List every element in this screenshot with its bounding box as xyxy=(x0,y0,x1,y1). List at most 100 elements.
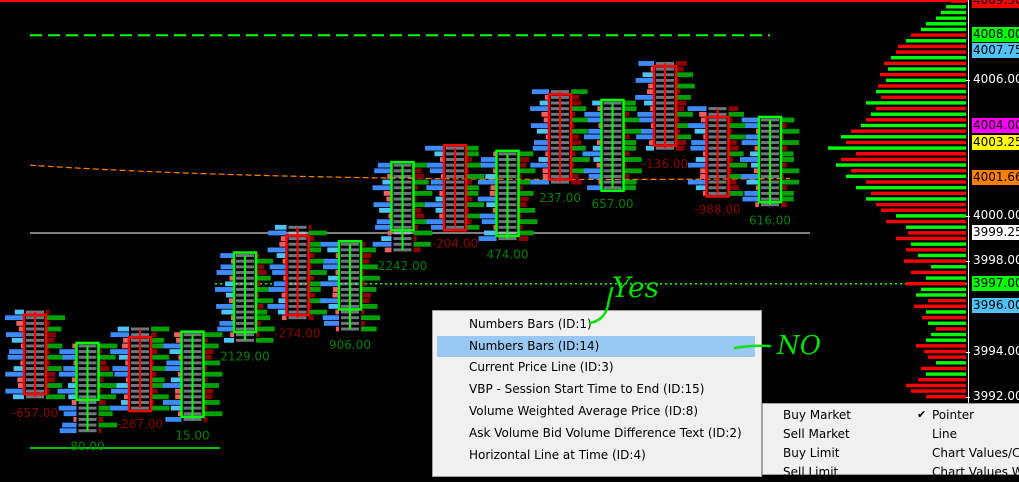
vbp-bar xyxy=(876,202,966,207)
bid-volume-bar xyxy=(381,236,392,241)
menu-item-ask-bid-diff[interactable]: Ask Volume Bid Volume Difference Text (I… xyxy=(469,426,742,440)
price-tick xyxy=(966,396,970,398)
annotation-yes: Yes xyxy=(612,271,659,304)
bid-volume-bar xyxy=(754,145,759,151)
ask-volume-bar xyxy=(413,224,419,230)
vbp-bar xyxy=(926,276,966,280)
bid-volume-bar xyxy=(597,106,602,112)
menu-item-numbers-bars-1[interactable]: Numbers Bars (ID:1) xyxy=(469,317,592,331)
menu-item-numbers-bars-14[interactable]: Numbers Bars (ID:14) xyxy=(437,336,755,357)
bid-volume-bar xyxy=(276,253,287,258)
bid-volume-bar xyxy=(742,196,759,202)
ask-volume-bar xyxy=(308,247,322,253)
footprint-chart[interactable]: -657.00 80.00 -287.00 15.00 2129.00 -274.00 90… xyxy=(0,0,1019,469)
delta-label: -136.00 xyxy=(642,157,688,171)
bid-volume-bar xyxy=(13,366,24,371)
bid-volume-bar xyxy=(493,224,497,230)
vbp-bar xyxy=(841,157,966,162)
bid-volume-bar xyxy=(110,405,129,411)
ask-volume-bar xyxy=(361,292,371,298)
bid-volume-bar xyxy=(112,366,129,371)
menu-item-pointer[interactable]: ✔ Pointer xyxy=(917,405,974,425)
menu-item-chart-values-cross[interactable]: Chart Values/Cro xyxy=(932,446,1019,460)
bid-volume-bar xyxy=(637,111,654,117)
delta-label: 657.00 xyxy=(592,197,634,211)
delta-label: 237.00 xyxy=(539,191,581,205)
price-marker-label: 4007.75 xyxy=(972,43,1019,59)
bid-volume-bar xyxy=(687,162,707,168)
ask-volume-bar xyxy=(571,174,579,179)
ask-volume-bar xyxy=(308,304,312,309)
footprint-cell xyxy=(236,254,254,258)
ask-volume-bar xyxy=(308,258,327,264)
bid-volume-bar xyxy=(323,264,339,270)
vbp-bar xyxy=(928,321,966,325)
annotation-no: NO xyxy=(777,331,822,361)
bid-volume-bar xyxy=(530,179,549,185)
ask-volume-bar xyxy=(256,275,271,281)
ask-volume-bar xyxy=(98,422,118,428)
candle-body xyxy=(22,313,48,396)
footprint-candle: -657.00 xyxy=(5,309,65,420)
bid-volume-bar xyxy=(332,292,339,298)
ask-volume-bar xyxy=(781,128,800,134)
bid-volume-bar xyxy=(542,168,549,174)
bid-volume-bar xyxy=(587,185,602,191)
vbp-bar xyxy=(871,112,966,116)
ask-volume-bar xyxy=(781,179,800,185)
bid-volume-bar xyxy=(320,241,339,247)
ask-volume-bar xyxy=(571,106,587,112)
ask-volume-bar xyxy=(151,377,165,383)
bid-volume-bar xyxy=(269,264,287,270)
candle-body xyxy=(442,143,468,232)
ask-volume-bar xyxy=(46,354,65,360)
ask-volume-bar xyxy=(151,354,169,360)
ask-volume-bar xyxy=(518,157,530,162)
bid-volume-bar xyxy=(439,191,444,196)
bid-volume-bar xyxy=(755,202,759,208)
ask-volume-bar xyxy=(203,360,221,366)
ask-volume-bar xyxy=(98,360,107,366)
delta-label: 906.00 xyxy=(329,338,371,352)
menu-item-current-price-line[interactable]: Current Price Line (ID:3) xyxy=(469,360,614,374)
footprint-candle: 15.00 xyxy=(162,330,223,442)
ask-volume-bar xyxy=(308,241,322,247)
ask-volume-bar xyxy=(781,162,787,168)
menu-item-sell-market[interactable]: Sell Market xyxy=(783,427,850,441)
bid-volume-bar xyxy=(57,388,77,394)
menu-item-vwap[interactable]: Volume Weighted Average Price (ID:8) xyxy=(469,404,699,418)
bid-volume-bar xyxy=(755,128,759,134)
ask-volume-bar xyxy=(466,196,473,202)
ask-volume-bar xyxy=(256,320,261,326)
ask-volume-bar xyxy=(781,174,785,179)
vbp-bar xyxy=(898,44,966,49)
ask-volume-bar xyxy=(46,326,62,332)
price-axis[interactable] xyxy=(968,0,1019,469)
menu-item-vbp[interactable]: VBP - Session Start Time to End (ID:15) xyxy=(469,382,705,396)
ask-volume-bar xyxy=(623,174,630,179)
bid-volume-bar xyxy=(375,224,392,230)
bid-volume-bar xyxy=(17,383,24,388)
bid-volume-bar xyxy=(272,270,287,275)
bid-volume-bar xyxy=(124,394,129,400)
trade-context-menu: Buy Market Sell Market Buy Limit Sell Li… xyxy=(762,403,1019,479)
ask-volume-bar xyxy=(413,230,433,236)
menu-item-line[interactable]: Line xyxy=(932,427,958,441)
bid-volume-bar xyxy=(165,366,182,371)
bid-volume-bar xyxy=(477,196,497,202)
menu-item-buy-market[interactable]: Buy Market xyxy=(783,408,852,422)
ask-volume-bar xyxy=(466,191,479,196)
menu-item-horizontal-line[interactable]: Horizontal Line at Time (ID:4) xyxy=(469,448,646,462)
ask-volume-bar xyxy=(728,168,732,174)
delta-label: 80.00 xyxy=(70,440,104,454)
vbp-bar xyxy=(886,78,966,82)
menu-item-chart-values-window[interactable]: Chart Values Wi xyxy=(932,465,1019,479)
menu-item-sell-limit[interactable]: Sell Limit xyxy=(783,465,839,479)
candle-body xyxy=(127,336,153,413)
bid-volume-bar xyxy=(583,168,602,174)
delta-label: 616.00 xyxy=(749,214,791,228)
bid-volume-bar xyxy=(431,224,444,230)
ask-volume-bar xyxy=(361,270,365,275)
candle-body xyxy=(652,64,678,147)
menu-item-buy-limit[interactable]: Buy Limit xyxy=(783,446,840,460)
